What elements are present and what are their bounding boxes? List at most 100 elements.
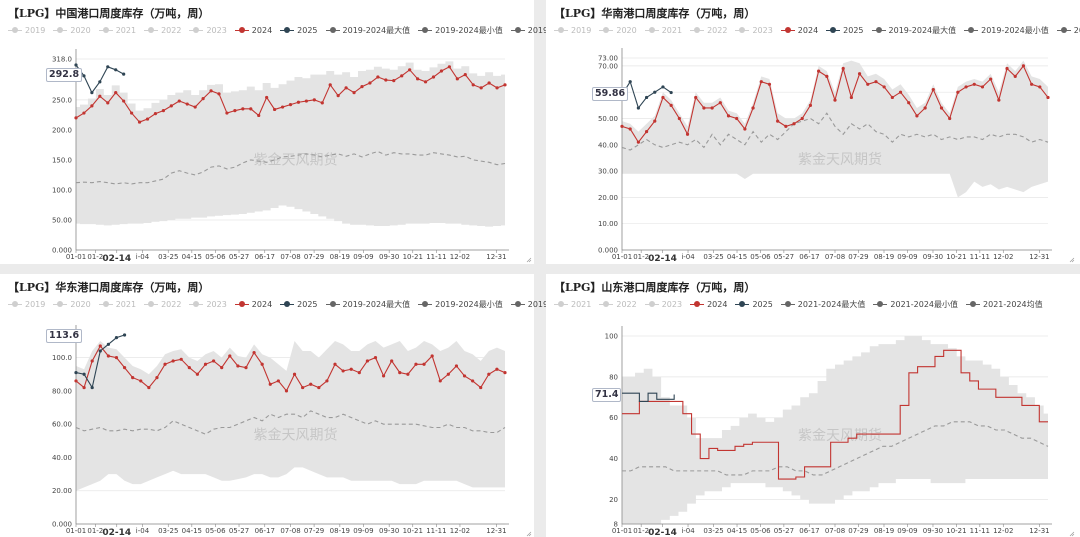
series-2024-line-point [447,65,451,69]
legend-item[interactable]: 2022 [599,298,637,310]
legend-item[interactable]: 2019-2024最大值 [871,24,956,36]
x-tick-label: 06-17 [255,253,275,261]
series-2024-line-point [1013,74,1017,79]
x-tick-label: 12-02 [993,253,1013,261]
series-2024-line-point [241,107,245,111]
y-tick-label: 30.00 [598,168,618,176]
series-2024-line-point [114,356,119,360]
legend-label: 2020 [70,25,91,35]
series-2024-line-point [414,362,418,366]
chart-panel-east-china: 【LPG】华东港口周度库存（万吨，周） 2019 2020 2021 2022 2023… [0,274,587,537]
x-tick-label: 11-11 [426,253,446,261]
series-2024-line-point [74,379,78,383]
legend-item[interactable]: 2024 [234,24,272,36]
cursor-value-label: 71.4 [592,388,622,403]
series-2024-line-point [98,94,102,98]
y-tick-label: 40.00 [52,454,72,462]
legend-item[interactable]: 2020 [599,24,637,36]
legend-marker-icon [826,26,841,34]
legend-item[interactable]: 2019-2024最小值 [418,298,503,310]
legend-marker-icon [599,26,614,34]
legend-marker-icon [189,300,204,308]
series-2025-line-point [644,95,649,100]
legend-item[interactable]: 2021-2024均值 [966,298,1043,310]
chart-legend: 2021 2022 2023 2024 2025 2021-2024最大值 2021-202… [554,298,1051,310]
legend-item[interactable]: 2020 [53,298,91,310]
series-2024-line-point [276,379,280,383]
legend-item[interactable]: 2024 [780,24,818,36]
legend-item[interactable]: 2022 [690,24,727,36]
series-2024-line-point [236,364,240,368]
legend-item[interactable]: 2021-2024最小值 [873,298,958,310]
legend-item[interactable]: 2025 [735,298,773,310]
x-tick-label: 04-15 [727,253,747,261]
legend-label: 2025 [843,25,864,35]
range-band [622,336,1048,524]
legend-marker-icon [144,26,159,34]
legend-item[interactable]: 2021 [644,24,682,36]
series-2024-line-point [408,68,412,72]
legend-item[interactable]: 2023 [644,298,682,310]
legend-item[interactable]: 2022 [144,298,181,310]
legend-item[interactable]: 2024 [690,298,727,310]
x-tick-label: 12-31 [1029,253,1049,261]
chart-svg: 0.00010.0020.0030.0040.0050.0060.0070.00… [598,48,1075,264]
y-tick-label: 100.0 [52,354,72,362]
legend-marker-icon [554,300,568,308]
legend-item[interactable]: 2019 [8,298,45,310]
series-2024-line-point [131,375,135,380]
x-tick-label: 01-2 [87,253,103,261]
series-2024-line-point [735,116,739,121]
legend-item[interactable]: 2019-2024最大值 [325,24,411,36]
legend-item[interactable]: 2023 [189,24,227,36]
series-2024-line-point [376,75,380,79]
legend-item[interactable]: 2021 [98,298,136,310]
legend-item[interactable]: 2019-2024最小值 [418,24,503,36]
series-2024-line-point [669,103,673,107]
watermark: 紫金天风期货 [254,152,338,169]
legend-item[interactable]: 2019-2024最大值 [325,298,411,310]
series-2024-line-point [1021,64,1026,68]
legend-item[interactable]: 2020 [53,24,91,36]
legend-item[interactable]: 2021 [554,298,591,310]
legend-item[interactable]: 2025 [280,24,318,36]
series-2024-line-point [252,351,256,355]
legend-item[interactable]: 2019 [554,24,591,36]
y-tick-label: 150.0 [52,156,72,164]
legend-label: 2020 [616,25,637,35]
series-2024-line-point [203,362,208,366]
legend-item[interactable]: 2019 [8,24,45,36]
x-tick-label: i-04 [681,527,695,535]
legend-item[interactable]: 2021-2024最大值 [780,298,865,310]
series-2024-line-point [220,366,224,370]
legend-label: 2023 [752,25,773,35]
y-tick-label: 80 [609,373,618,381]
legend-item[interactable]: 2025 [826,24,864,36]
x-tick-label: 09-09 [353,253,373,261]
legend-item[interactable]: 2024 [234,298,272,310]
legend-item[interactable]: 2019-2024最小值 [964,24,1049,36]
x-tick-label: 11-11 [426,527,446,535]
x-tick-label: 12-31 [1029,527,1049,535]
legend-item[interactable]: 2019-2024均值 [1056,24,1080,36]
x-tick-label: 05-06 [205,253,226,261]
x-tick-label: 01-01 [612,253,632,261]
legend-item[interactable]: 2022 [144,24,181,36]
legend-item[interactable]: 2023 [735,24,773,36]
legend-item[interactable]: 2025 [280,298,318,310]
legend-marker-icon [418,300,433,308]
x-tick-label: 03-25 [158,527,178,535]
x-tick-label: 01-01 [66,527,86,535]
x-tick-label: 09-09 [897,253,917,261]
legend-label: 2019-2024最大值 [342,25,411,35]
series-2024-line-point [479,385,483,390]
watermark: 紫金天风期货 [798,151,882,168]
x-tick-label: 08-19 [874,253,894,261]
legend-label: 2019-2024最大值 [342,299,411,309]
series-2024-line-point [751,106,755,110]
legend-item[interactable]: 2021 [98,24,136,36]
series-2025-line-point [122,72,126,76]
legend-item[interactable]: 2023 [189,298,227,310]
series-2025-line-point [114,68,118,72]
resize-handle-icon [1069,531,1075,537]
